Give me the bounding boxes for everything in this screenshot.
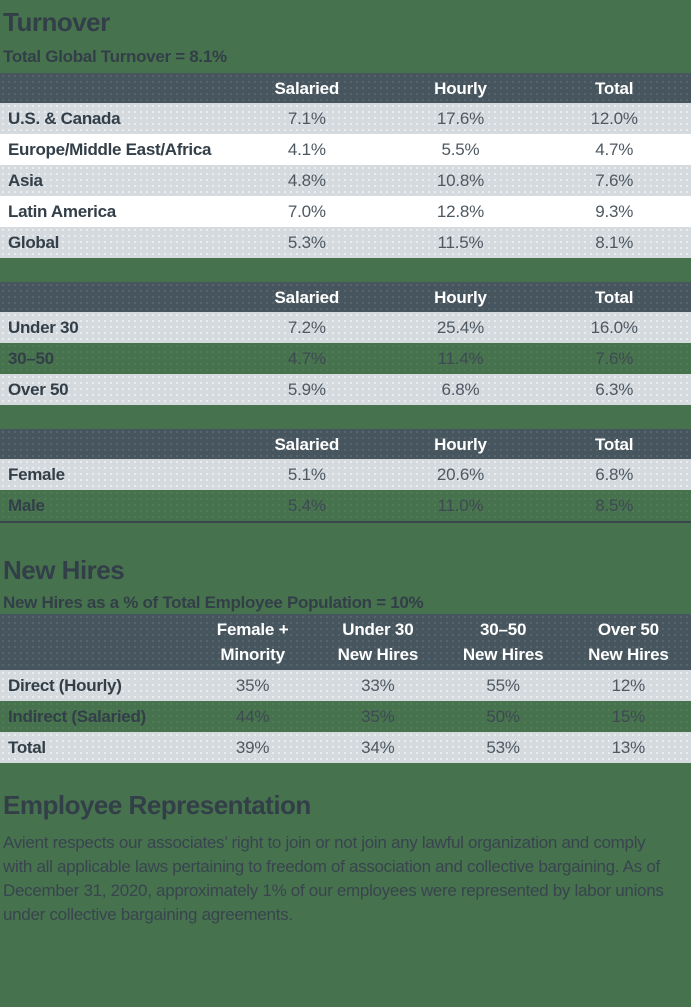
table-row: Direct (Hourly) 35% 33% 55% 12% bbox=[0, 670, 691, 701]
cell-value: 6.8% bbox=[441, 379, 480, 399]
table-header-row: Female + Minority Under 30 New Hires 30–50… bbox=[0, 614, 691, 670]
turnover-by-gender-table: Salaried Hourly Total Female 5.1% 20.6% 6.8% Ma… bbox=[0, 429, 691, 523]
new-hires-subtitle: New Hires as a % of Total Employee Popul… bbox=[3, 593, 424, 612]
column-header: Female + Minority bbox=[216, 620, 289, 664]
table-row: Global 5.3% 11.5% 8.1% bbox=[0, 227, 691, 258]
table-row: U.S. & Canada 7.1% 17.6% 12.0% bbox=[0, 103, 691, 134]
cell-value: 4.7% bbox=[595, 139, 634, 159]
cell-value: 9.3% bbox=[595, 201, 634, 221]
column-header: Over 50 New Hires bbox=[588, 620, 669, 664]
cell-value: 5.1% bbox=[287, 464, 326, 484]
new-hires-table: Female + Minority Under 30 New Hires 30–50… bbox=[0, 614, 691, 763]
row-label: 30–50 bbox=[8, 348, 54, 368]
new-hires-section-title: New Hires bbox=[3, 555, 125, 585]
table-row: Total 39% 34% 53% 13% bbox=[0, 732, 691, 763]
table-row: Over 50 5.9% 6.8% 6.3% bbox=[0, 374, 691, 405]
column-header: Salaried bbox=[274, 287, 340, 307]
column-header: Salaried bbox=[274, 78, 340, 98]
row-label: Female bbox=[8, 464, 65, 484]
employee-representation-title: Employee Representation bbox=[3, 790, 311, 820]
column-header: Hourly bbox=[434, 78, 487, 98]
cell-value: 39% bbox=[235, 737, 270, 757]
turnover-subtitle: Total Global Turnover = 8.1% bbox=[3, 47, 227, 66]
cell-value: 35% bbox=[361, 706, 395, 726]
cell-value: 11.5% bbox=[437, 232, 484, 252]
table-header-row: Salaried Hourly Total bbox=[0, 282, 691, 312]
cell-value: 25.4% bbox=[436, 317, 485, 337]
row-label: Total bbox=[8, 737, 46, 757]
cell-value: 5.5% bbox=[441, 139, 480, 159]
cell-value: 34% bbox=[361, 737, 395, 757]
row-label: Europe/Middle East/Africa bbox=[8, 139, 212, 159]
turnover-by-age-table: Salaried Hourly Total Under 30 7.2% 25.4% 16.0… bbox=[0, 282, 691, 405]
cell-value: 20.6% bbox=[436, 464, 485, 484]
table-header-row: Salaried Hourly Total bbox=[0, 429, 691, 459]
row-label: Over 50 bbox=[8, 379, 69, 399]
row-label: Direct (Hourly) bbox=[8, 675, 122, 695]
column-header: Salaried bbox=[274, 434, 340, 454]
row-label: Male bbox=[8, 495, 45, 515]
cell-value: 53% bbox=[486, 737, 520, 757]
cell-value: 5.4% bbox=[287, 495, 326, 515]
cell-value: 4.8% bbox=[287, 170, 326, 190]
employee-representation-paragraph: Avient respects our associates’ right to… bbox=[3, 833, 664, 924]
table-row: Under 30 7.2% 25.4% 16.0% bbox=[0, 312, 691, 343]
cell-value: 13% bbox=[611, 737, 646, 757]
cell-value: 11.4% bbox=[437, 348, 484, 368]
column-header: Hourly bbox=[434, 434, 487, 454]
cell-value: 17.6% bbox=[436, 108, 485, 128]
cell-value: 50% bbox=[486, 706, 520, 726]
cell-value: 12.8% bbox=[436, 201, 485, 221]
cell-value: 35% bbox=[235, 675, 270, 695]
cell-value: 44% bbox=[235, 706, 270, 726]
cell-value: 5.9% bbox=[287, 379, 326, 399]
row-label: Global bbox=[8, 232, 60, 252]
column-header: Hourly bbox=[434, 287, 487, 307]
row-label: Under 30 bbox=[8, 317, 79, 337]
cell-value: 7.2% bbox=[287, 317, 326, 337]
column-header: 30–50 New Hires bbox=[462, 620, 544, 664]
table-row: Latin America 7.0% 12.8% 9.3% bbox=[0, 196, 691, 227]
table-header-row: Salaried Hourly Total bbox=[0, 73, 691, 103]
column-header: Total bbox=[594, 434, 634, 454]
cell-value: 8.1% bbox=[595, 232, 634, 252]
cell-value: 6.8% bbox=[595, 464, 634, 484]
row-label: Indirect (Salaried) bbox=[8, 706, 146, 726]
cell-value: 8.5% bbox=[595, 495, 634, 515]
cell-value: 33% bbox=[361, 675, 395, 695]
table-row: Indirect (Salaried) 44% 35% 50% 15% bbox=[0, 701, 691, 732]
row-label: U.S. & Canada bbox=[8, 108, 121, 128]
column-header: Under 30 New Hires bbox=[337, 620, 419, 664]
turnover-by-region-table: Salaried Hourly Total U.S. & Canada 7.1% 17.6… bbox=[0, 73, 691, 258]
cell-value: 7.1% bbox=[287, 108, 326, 128]
cell-value: 12.0% bbox=[590, 108, 638, 128]
cell-value: 55% bbox=[486, 675, 520, 695]
cell-value: 12% bbox=[611, 675, 646, 695]
table-row: Female 5.1% 20.6% 6.8% bbox=[0, 459, 691, 490]
column-header: Total bbox=[594, 287, 634, 307]
table-row: 30–50 4.7% 11.4% 7.6% bbox=[0, 343, 691, 374]
cell-value: 6.3% bbox=[595, 379, 634, 399]
cell-value: 4.1% bbox=[287, 139, 326, 159]
cell-value: 10.8% bbox=[436, 170, 485, 190]
table-row: Asia 4.8% 10.8% 7.6% bbox=[0, 165, 691, 196]
cell-value: 16.0% bbox=[590, 317, 638, 337]
row-label: Latin America bbox=[8, 201, 116, 221]
cell-value: 11.0% bbox=[437, 495, 484, 515]
cell-value: 5.3% bbox=[287, 232, 326, 252]
cell-value: 7.0% bbox=[287, 201, 326, 221]
row-label: Asia bbox=[8, 170, 43, 190]
table-row: Europe/Middle East/Africa 4.1% 5.5% 4.7% bbox=[0, 134, 691, 165]
turnover-section-title: Turnover bbox=[3, 7, 110, 37]
cell-value: 7.6% bbox=[595, 348, 634, 368]
table-row: Male 5.4% 11.0% 8.5% bbox=[0, 490, 691, 521]
cell-value: 15% bbox=[611, 706, 646, 726]
column-header: Total bbox=[594, 78, 634, 98]
cell-value: 7.6% bbox=[595, 170, 634, 190]
cell-value: 4.7% bbox=[287, 348, 326, 368]
